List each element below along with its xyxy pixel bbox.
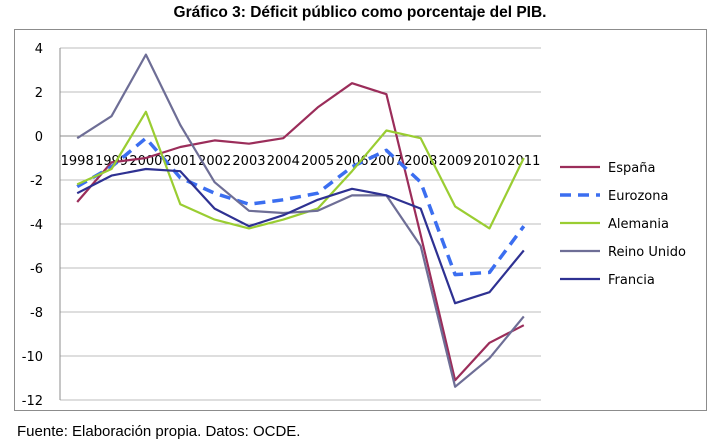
y-tick-label: -6 xyxy=(30,262,43,277)
chart-frame: 4 2 0 -2 -4 -6 -8 -10 -12 1998 1999 2000 2001 2002 20… xyxy=(14,29,707,411)
y-tick-label: -12 xyxy=(22,394,43,409)
x-tick-label: 2005 xyxy=(301,154,334,169)
x-tick-label: 2011 xyxy=(507,154,540,169)
y-tick-label: -10 xyxy=(22,350,43,365)
y-tick-label: -8 xyxy=(30,306,43,321)
series-line-3 xyxy=(76,53,525,388)
x-tick-label: 2010 xyxy=(473,154,506,169)
x-tick-label: 2001 xyxy=(164,154,197,169)
x-tick-label: 1998 xyxy=(61,154,94,169)
legend-label: Eurozona xyxy=(608,189,668,204)
series-lines xyxy=(76,53,526,388)
x-tick-label: 2008 xyxy=(404,154,437,169)
series-line-1 xyxy=(76,136,526,277)
y-tick-label: -4 xyxy=(30,218,43,233)
chart-title: Gráfico 3: Déficit público como porcenta… xyxy=(173,4,547,21)
x-axis-tick-labels: 1998 1999 2000 2001 2002 2003 2004 2005 2006 2007… xyxy=(61,154,541,169)
x-tick-label: 2002 xyxy=(198,154,231,169)
series-line-4 xyxy=(76,167,525,305)
y-tick-label: 2 xyxy=(35,86,43,101)
x-tick-label: 2003 xyxy=(232,154,265,169)
x-tick-label: 2000 xyxy=(129,154,162,169)
y-tick-label: 4 xyxy=(35,42,43,57)
legend-label: Francia xyxy=(608,273,655,288)
legend: España Eurozona Alemania Reino Unido Francia xyxy=(560,161,686,288)
legend-label: Alemania xyxy=(608,217,669,232)
source-note: Fuente: Elaboración propia. Datos: OCDE. xyxy=(17,423,301,440)
series-line-0 xyxy=(76,82,525,382)
y-tick-label: 0 xyxy=(35,130,43,145)
series-line-2 xyxy=(76,110,525,230)
x-tick-label: 2004 xyxy=(267,154,300,169)
line-chart: 4 2 0 -2 -4 -6 -8 -10 -12 1998 1999 2000 2001 2002 20… xyxy=(22,42,686,409)
x-tick-label: 2007 xyxy=(370,154,403,169)
x-tick-label: 2006 xyxy=(335,154,368,169)
legend-label: España xyxy=(608,161,655,176)
y-tick-label: -2 xyxy=(30,174,43,189)
y-axis-tick-labels: 4 2 0 -2 -4 -6 -8 -10 -12 xyxy=(22,42,43,409)
legend-label: Reino Unido xyxy=(608,245,686,260)
x-tick-label: 2009 xyxy=(439,154,472,169)
gridlines xyxy=(59,47,541,401)
